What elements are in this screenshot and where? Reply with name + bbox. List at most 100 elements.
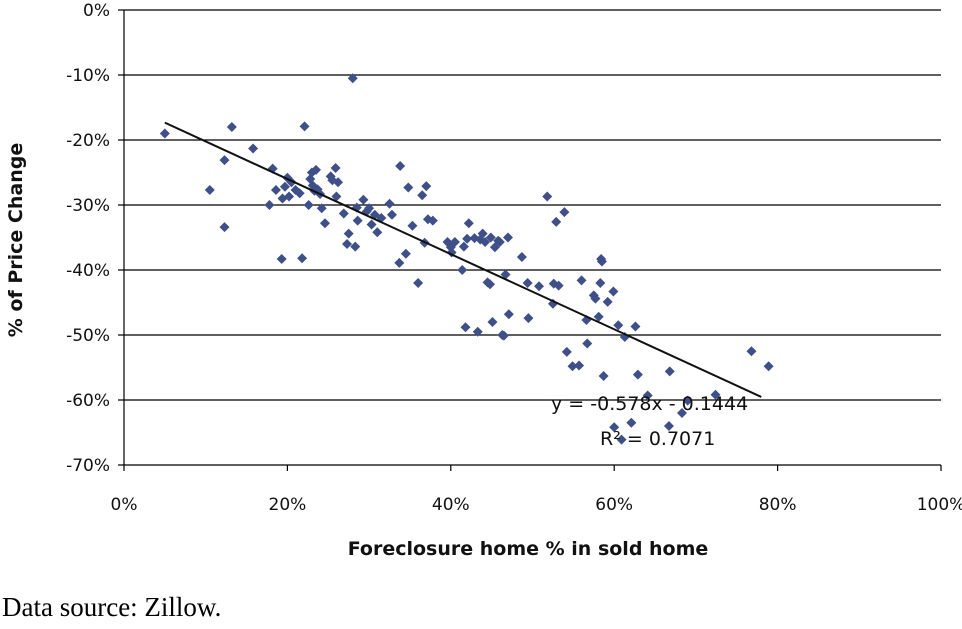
data-point — [516, 252, 527, 262]
data-point — [372, 227, 383, 238]
x-tick-label: 20% — [269, 495, 307, 515]
data-point — [384, 198, 395, 209]
data-point — [270, 185, 281, 196]
data-point — [498, 330, 509, 341]
data-point — [553, 280, 564, 291]
data-point — [219, 155, 230, 166]
data-point — [608, 286, 619, 297]
data-point — [460, 322, 471, 333]
data-point — [664, 366, 675, 377]
data-point — [276, 253, 287, 264]
data-point — [279, 181, 290, 192]
data-point — [204, 185, 215, 196]
data-point — [364, 203, 375, 214]
data-point — [485, 279, 496, 290]
data-point — [303, 200, 314, 210]
data-point — [394, 257, 405, 268]
data-point — [403, 182, 414, 193]
data-point — [449, 237, 460, 248]
data-point — [331, 191, 342, 202]
x-axis-title: Foreclosure home % in sold home — [348, 538, 709, 560]
data-point — [567, 361, 578, 372]
data-point — [462, 233, 473, 244]
data-point — [299, 121, 310, 132]
data-point — [500, 269, 511, 280]
data-point — [710, 389, 721, 400]
data-point — [352, 215, 363, 226]
x-tick-label: 0% — [111, 495, 138, 515]
data-point — [284, 191, 295, 202]
y-tick-label: -60% — [66, 391, 110, 411]
data-point — [590, 293, 601, 304]
y-tick-label: -30% — [66, 196, 110, 216]
y-tick-label: -50% — [66, 326, 110, 346]
data-point — [472, 326, 483, 337]
data-point — [542, 191, 553, 202]
data-point — [485, 232, 496, 243]
data-point — [338, 208, 349, 219]
data-point — [561, 346, 572, 357]
data-point — [400, 248, 411, 259]
data-point — [350, 241, 361, 252]
data-point — [457, 265, 468, 275]
data-point — [342, 239, 353, 249]
data-point — [333, 177, 344, 188]
data-point — [297, 253, 308, 264]
data-points — [159, 73, 774, 445]
data-point — [343, 228, 354, 239]
data-point — [613, 320, 624, 331]
data-point — [494, 237, 505, 248]
data-point — [682, 395, 693, 406]
scatter-chart: 0% -10% -20% -30% -40% -50% -60% -70% 0% 20% 40% 6… — [5, 1, 962, 560]
data-point — [264, 200, 275, 210]
y-tick-labels: 0% -10% -20% -30% -40% -50% -60% -70% — [66, 1, 110, 476]
data-point — [522, 278, 533, 288]
y-tick-label: -20% — [66, 131, 110, 151]
y-tick-label: -70% — [66, 456, 110, 476]
data-point — [503, 309, 514, 320]
y-tick-label: 0% — [83, 1, 110, 21]
data-point — [446, 247, 457, 258]
x-tick-label: 100% — [917, 495, 962, 515]
data-point — [330, 162, 341, 173]
data-point — [417, 190, 428, 201]
data-point — [596, 256, 607, 267]
data-point — [480, 237, 491, 248]
data-point — [248, 143, 259, 154]
data-point — [582, 338, 593, 349]
gridlines — [124, 9, 941, 401]
data-point — [319, 218, 330, 229]
y-tick-label: -40% — [66, 261, 110, 281]
data-point — [677, 408, 688, 418]
data-point — [551, 216, 562, 227]
data-point — [642, 390, 653, 401]
data-point — [421, 181, 432, 192]
data-point — [616, 434, 627, 445]
y-tick-label: -10% — [66, 66, 110, 86]
data-point — [407, 220, 418, 231]
data-point — [413, 278, 424, 288]
data-point — [763, 361, 774, 372]
data-point — [358, 194, 369, 205]
data-point — [366, 219, 377, 230]
data-point — [630, 321, 641, 332]
trendline — [164, 121, 762, 398]
data-point — [347, 73, 358, 84]
data-point — [626, 417, 637, 428]
data-point — [593, 311, 604, 322]
data-point — [534, 281, 545, 292]
data-point — [386, 209, 397, 220]
data-point — [746, 346, 757, 357]
x-tick-label: 60% — [595, 495, 633, 515]
data-point — [463, 218, 474, 229]
x-tick-labels: 0% 20% 40% 60% 80% 100% — [111, 495, 962, 515]
data-point — [609, 422, 620, 433]
data-point — [576, 275, 587, 286]
data-point — [159, 128, 170, 139]
data-point — [502, 232, 513, 243]
data-point — [487, 317, 498, 327]
y-axis-title: % of Price Change — [5, 143, 27, 337]
r-squared-label: R² = 0.7071 — [600, 428, 715, 450]
x-tick-label: 40% — [432, 495, 470, 515]
data-point — [316, 203, 327, 214]
